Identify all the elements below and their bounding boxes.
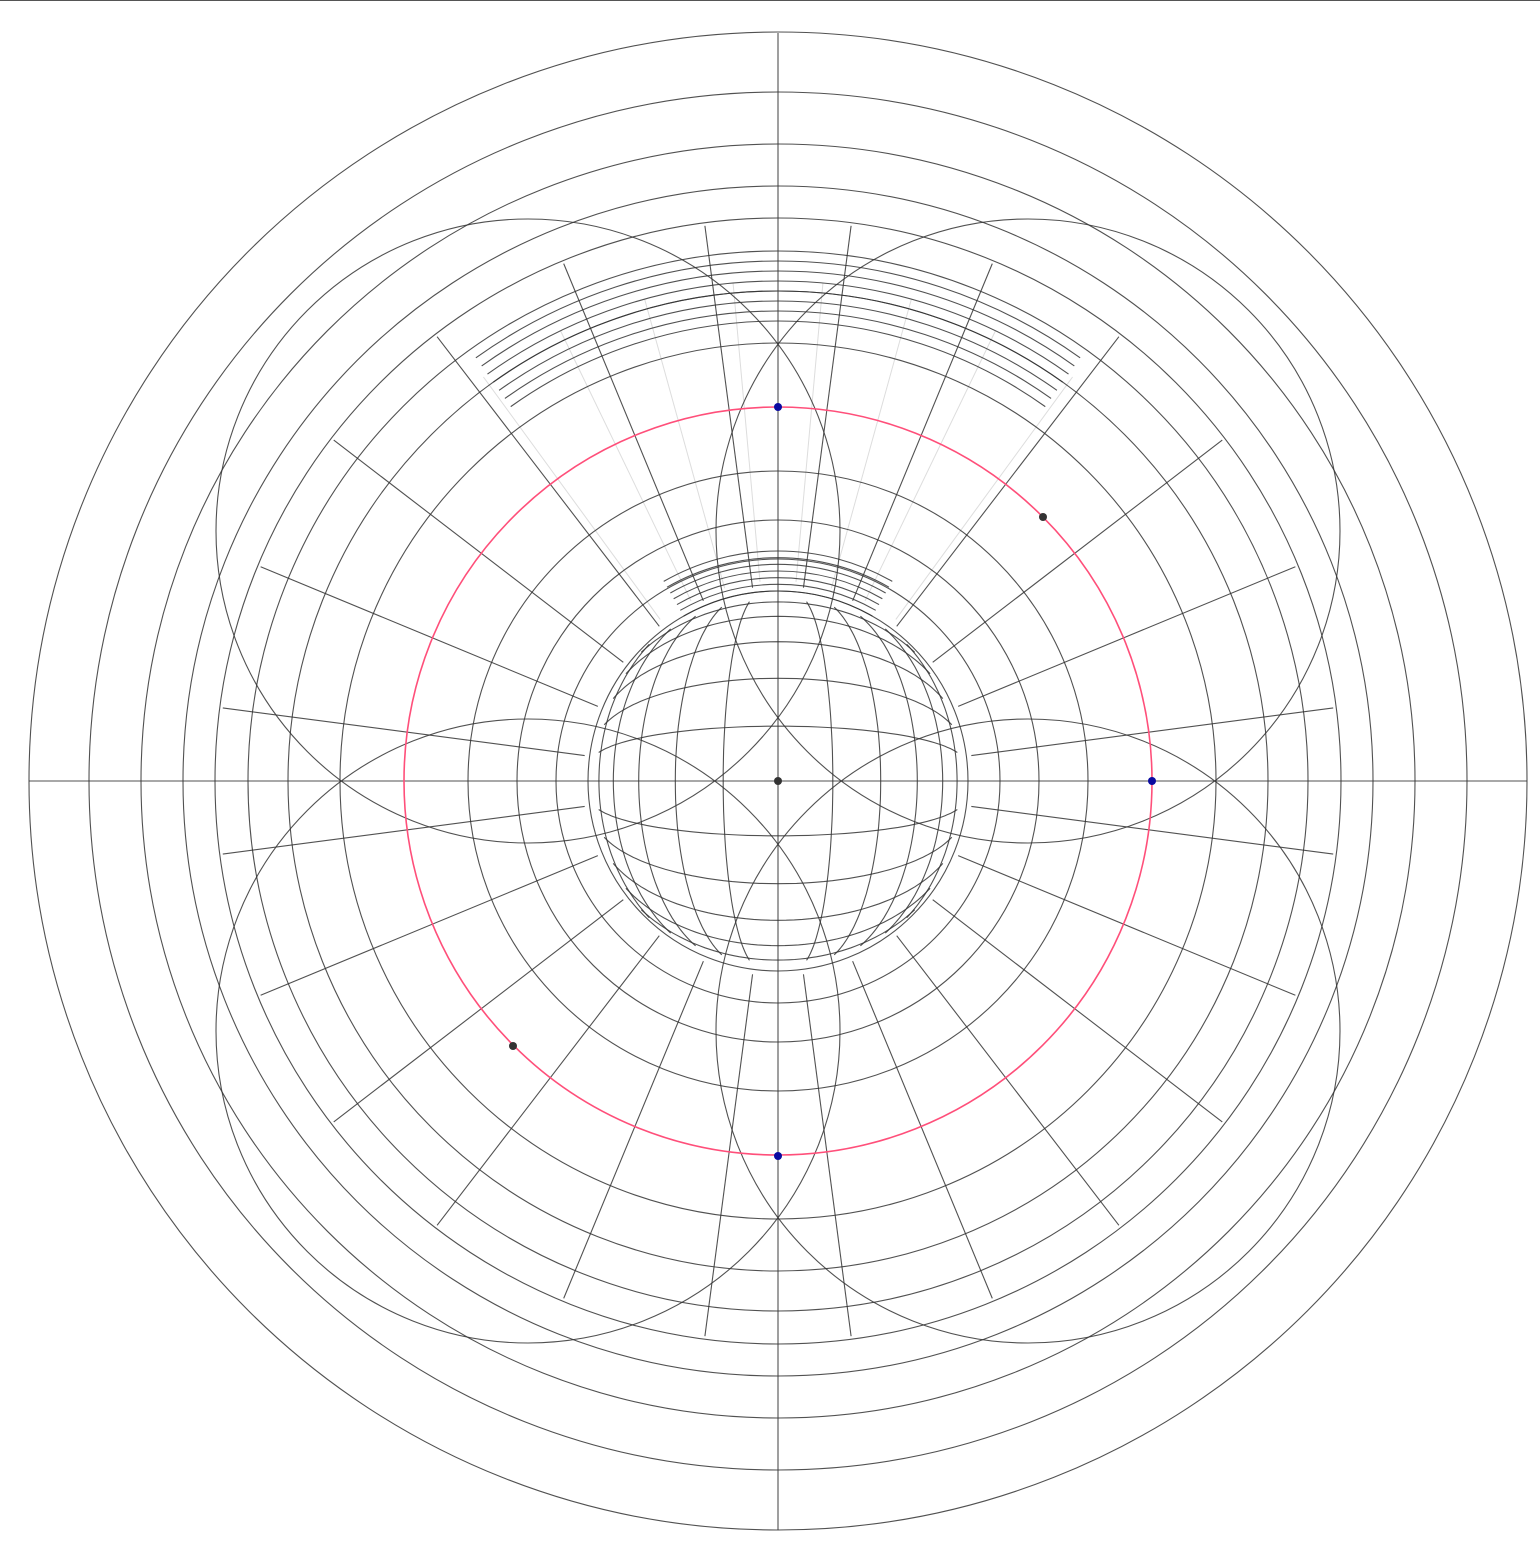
control-point-right[interactable] <box>1148 777 1156 785</box>
faint-guide-line <box>732 282 761 582</box>
perspective-arc <box>663 550 893 582</box>
faint-guide-line <box>864 330 996 602</box>
perspective-arc <box>481 270 1075 367</box>
faint-guide-line <box>560 330 692 602</box>
mesh-horizontal-line <box>625 887 931 947</box>
control-point-lower-left[interactable] <box>509 1042 517 1050</box>
mesh-vertical-line <box>722 601 750 961</box>
perspective-arc <box>676 577 880 606</box>
mesh-horizontal-line <box>640 909 916 961</box>
faint-guide-line <box>483 376 661 620</box>
mesh-horizontal-line <box>612 863 944 921</box>
center-point[interactable] <box>774 777 782 785</box>
radial-line <box>971 707 1334 757</box>
perspective-arc <box>498 300 1058 391</box>
mesh-horizontal-line <box>640 601 916 653</box>
radial-line <box>436 336 660 627</box>
radial-line <box>260 855 599 996</box>
faint-guide-line <box>644 298 726 589</box>
radial-line <box>896 336 1120 627</box>
mesh-vertical-line <box>638 615 696 947</box>
mesh-horizontal-line <box>603 836 953 885</box>
radial-line <box>563 263 704 602</box>
radial-line <box>260 566 599 707</box>
mesh-vertical-line <box>674 606 723 956</box>
radial-line <box>852 263 993 602</box>
control-point-bottom[interactable] <box>774 1152 782 1160</box>
radial-line <box>222 707 585 757</box>
mesh-vertical-line <box>833 606 882 956</box>
grid-lines <box>28 31 1528 1531</box>
mesh-horizontal-line <box>612 641 944 699</box>
faint-guide-line <box>830 298 912 589</box>
radial-line <box>704 225 754 588</box>
radial-line <box>957 566 1296 707</box>
radial-line <box>896 935 1120 1226</box>
mesh-vertical-line <box>884 628 944 934</box>
faint-guides <box>483 282 1073 620</box>
mesh-horizontal-line <box>598 725 958 753</box>
mesh-vertical-line <box>906 643 958 919</box>
offset-circle <box>215 718 841 1344</box>
radial-line <box>436 935 660 1226</box>
radial-line <box>852 960 993 1299</box>
perspective-arc <box>666 557 890 588</box>
mesh-vertical-line <box>860 615 918 947</box>
radial-line <box>971 805 1334 855</box>
mesh-vertical-line <box>612 628 672 934</box>
perspective-arc <box>492 290 1064 383</box>
control-points <box>509 403 1156 1160</box>
offset-circle <box>215 218 841 844</box>
perspective-arc <box>504 310 1052 399</box>
control-point-upper-right[interactable] <box>1039 513 1047 521</box>
radial-line <box>802 225 852 588</box>
radial-line <box>802 974 852 1337</box>
radial-line <box>333 439 624 663</box>
mesh-horizontal-line <box>603 677 953 726</box>
mesh-horizontal-line <box>598 809 958 837</box>
top-border <box>0 0 1540 1</box>
perspective-arc <box>683 590 873 617</box>
offset-circle <box>715 218 1341 844</box>
radial-line <box>222 805 585 855</box>
mesh-vertical-line <box>806 601 834 961</box>
mesh-horizontal-line <box>625 615 931 675</box>
faint-guide-line <box>795 282 824 582</box>
mesh-vertical-line <box>598 643 650 919</box>
radial-line <box>957 855 1296 996</box>
radial-line <box>932 899 1223 1123</box>
radial-line <box>333 899 624 1123</box>
perspective-arc <box>487 280 1069 375</box>
perspective-arc <box>510 320 1046 408</box>
control-point-top[interactable] <box>774 403 782 411</box>
radial-line <box>932 439 1223 663</box>
faint-guide-line <box>895 376 1073 620</box>
perspective-arc <box>673 570 883 600</box>
offset-circle <box>715 718 1341 1344</box>
radial-line <box>563 960 704 1299</box>
perspective-arc <box>670 563 886 594</box>
perspective-arc <box>475 260 1081 359</box>
radial-line <box>704 974 754 1337</box>
perspective-arc <box>680 583 876 611</box>
